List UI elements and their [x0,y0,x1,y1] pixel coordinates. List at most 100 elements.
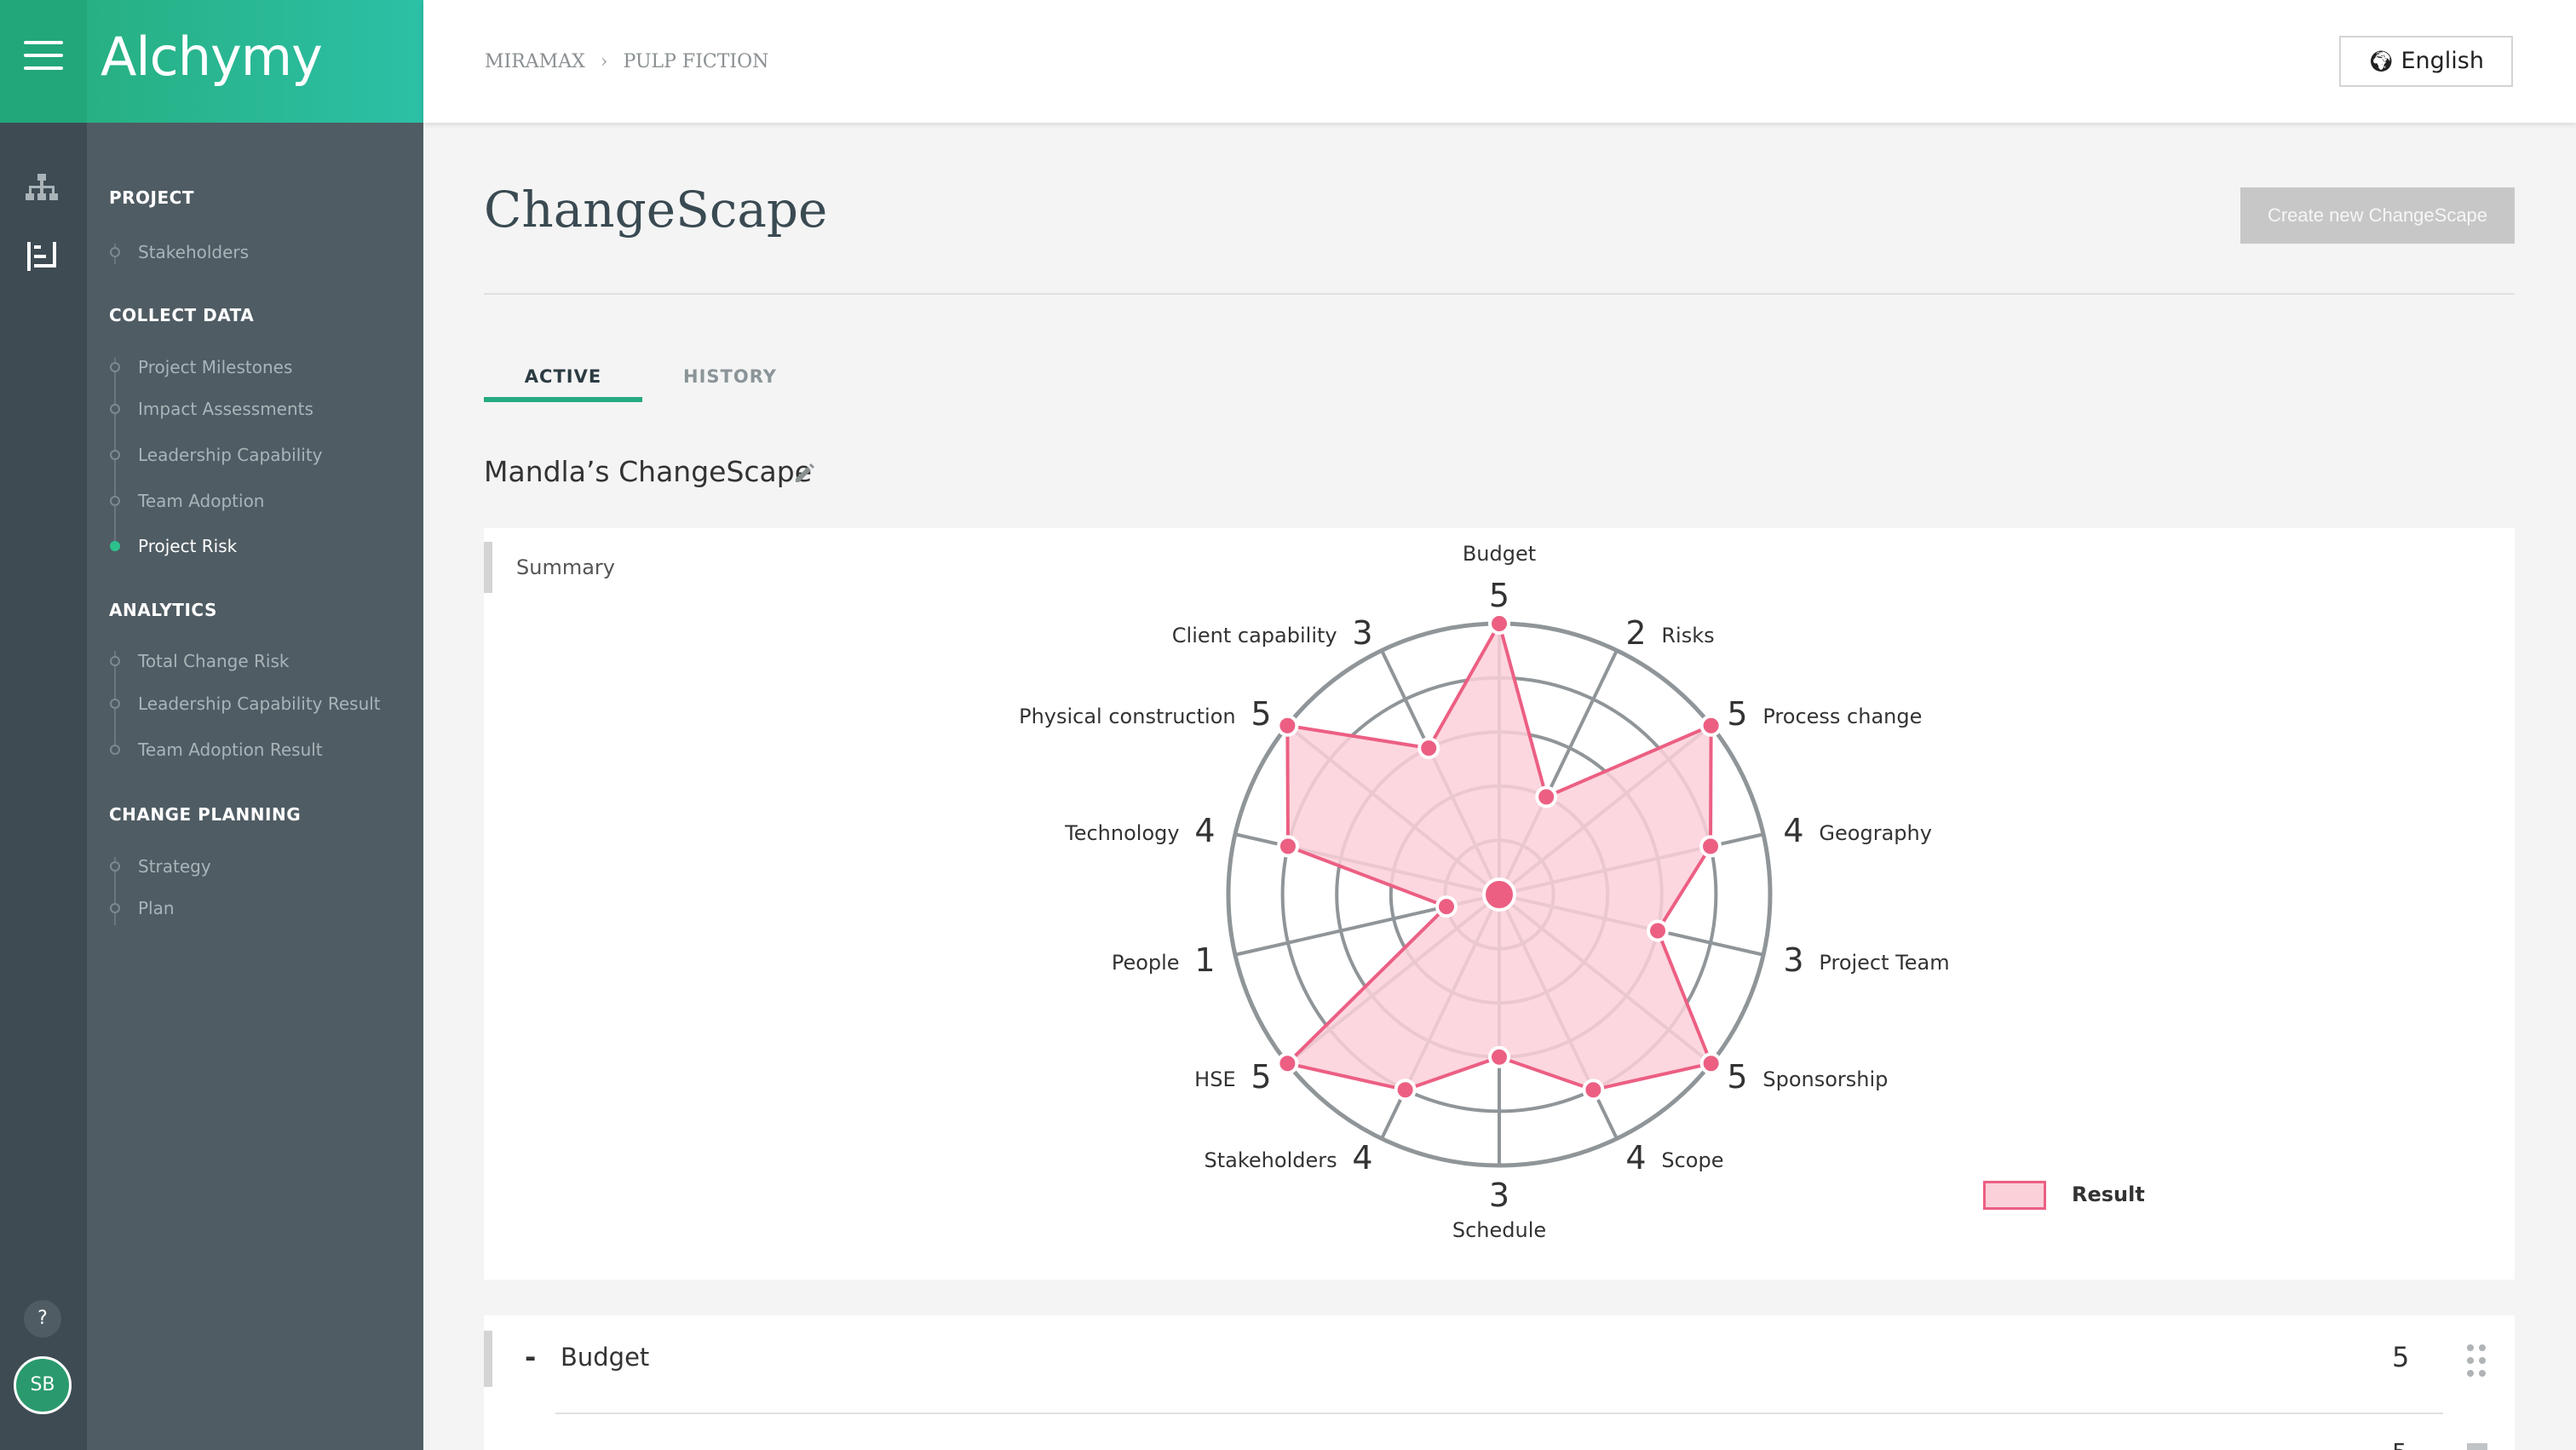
radar-value-label: 5 [1251,695,1271,733]
user-avatar[interactable]: SB [14,1356,72,1414]
nav-item-leadership-capability-result[interactable]: Leadership Capability Result [138,693,381,714]
nav-item-project-milestones[interactable]: Project Milestones [138,357,293,377]
nav-section-change-planning: CHANGE PLANNING [109,804,302,825]
nav-dot [110,699,120,709]
nav-dot [110,450,120,460]
nav-dot-active [110,541,120,551]
pencil-icon[interactable] [791,458,818,486]
radar-value-label: 4 [1783,812,1803,849]
page-title: ChangeScape [484,181,828,239]
nav-dot [110,745,120,755]
breadcrumb: MIRAMAX › PULP FICTION [485,51,768,72]
radar-axis-label: People [1112,951,1180,975]
nav-item-total-change-risk[interactable]: Total Change Risk [138,651,290,671]
section-title: Budget [561,1343,650,1372]
nav-item-team-adoption-result[interactable]: Team Adoption Result [138,739,323,760]
nav-dot [110,656,120,666]
icon-rail: ? SB [0,0,87,1450]
tab-history[interactable]: HISTORY [683,366,777,387]
legend-label: Result [2072,1182,2145,1206]
sub-row-score: 5 [2392,1438,2407,1450]
menu-icon[interactable] [24,41,63,70]
breadcrumb-item-project[interactable]: PULP FICTION [623,51,769,72]
card-accent [484,542,492,593]
radar-value-label: 4 [1625,1139,1646,1177]
radar-point [1699,1052,1722,1075]
radar-axis-label: Physical construction [1019,705,1236,728]
radar-point [1394,1079,1417,1102]
radar-point [1582,1079,1605,1102]
breadcrumb-item-client[interactable]: MIRAMAX [485,51,585,72]
nav-item-project-risk[interactable]: Project Risk [138,536,238,556]
radar-axis-label: Technology [1064,821,1179,845]
radar-point [1488,613,1510,635]
radar-value-label: 4 [1352,1139,1372,1177]
help-button[interactable]: ? [24,1300,61,1338]
chevron-right-icon: › [600,51,608,72]
sidebar: Alchymy PROJECT Stakeholders COLLECT DAT… [87,0,423,1450]
nav-dot [110,404,120,414]
title-divider [484,293,2515,295]
globe-icon: 🌍︎ [2368,49,2395,73]
nav-dot [110,362,120,372]
drag-handle-icon[interactable] [2467,1344,2487,1378]
language-button[interactable]: 🌍︎ English [2339,36,2513,87]
nav-item-leadership-capability[interactable]: Leadership Capability [138,445,323,465]
nav-item-stakeholders[interactable]: Stakeholders [138,242,250,262]
radar-axis-label: Sponsorship [1762,1067,1888,1091]
radar-value-label: 5 [1727,695,1747,733]
nav-item-impact-assessments[interactable]: Impact Assessments [138,399,313,419]
legend-swatch [1983,1181,2046,1210]
radar-point [1488,1045,1510,1068]
top-header: MIRAMAX › PULP FICTION 🌍︎ English [423,0,2576,123]
radar-point [1699,714,1722,737]
radar-value-label: 5 [1489,577,1509,614]
radar-value-label: 3 [1352,614,1372,652]
section-score: 5 [2392,1341,2410,1373]
radar-axis-label: Project Team [1819,951,1949,975]
budget-section: - Budget 5 5 [484,1315,2515,1450]
sub-row-handle[interactable] [2467,1443,2487,1450]
nav-item-strategy[interactable]: Strategy [138,856,211,877]
radar-axis-label: Scope [1661,1148,1723,1172]
nav-dot [110,861,120,872]
radar-value-label: 3 [1783,941,1803,979]
create-changescape-button[interactable]: Create new ChangeScape [2240,187,2515,244]
nav-item-team-adoption[interactable]: Team Adoption [138,491,265,511]
radar-value-label: 5 [1727,1058,1747,1096]
radar-value-label: 2 [1625,614,1646,652]
nav-section-collect-data: COLLECT DATA [109,305,255,325]
radar-point [1276,1052,1299,1075]
tab-active-indicator [484,397,642,402]
summary-card: Summary 5 Budget 2 Risks 5 Process change 4 Geo… [484,528,2515,1280]
org-chart-icon[interactable] [22,167,61,206]
row-divider [555,1413,2443,1414]
nav-item-plan[interactable]: Plan [138,898,175,918]
radar-axis-label: Schedule [1452,1218,1546,1242]
radar-center-point [1482,877,1516,912]
radar-value-label: 5 [1251,1058,1271,1096]
collapse-toggle[interactable]: - [525,1341,537,1373]
checklist-icon[interactable] [22,237,61,276]
radar-point [1647,919,1670,942]
tab-active[interactable]: ACTIVE [524,366,602,387]
radar-axis-label: Risks [1661,624,1714,647]
nav-connector [114,857,116,925]
radar-axis-label: Process change [1762,705,1922,728]
radar-axis-label: HSE [1194,1067,1235,1091]
radar-point [1417,737,1440,760]
radar-point [1435,895,1458,918]
app-logo[interactable]: Alchymy [101,26,323,88]
radar-axis-label: Geography [1819,821,1932,845]
radar-series-area [1284,619,1714,1092]
summary-label: Summary [516,555,615,579]
row-accent [484,1331,492,1387]
radar-point [1276,835,1299,858]
radar-value-label: 1 [1194,941,1215,979]
radar-point [1699,835,1722,858]
radar-axis-label: Client capability [1172,624,1337,647]
rail-header [0,0,87,123]
nav-section-analytics: ANALYTICS [109,600,217,620]
changescape-name: Mandla’s ChangeScape [484,455,813,488]
